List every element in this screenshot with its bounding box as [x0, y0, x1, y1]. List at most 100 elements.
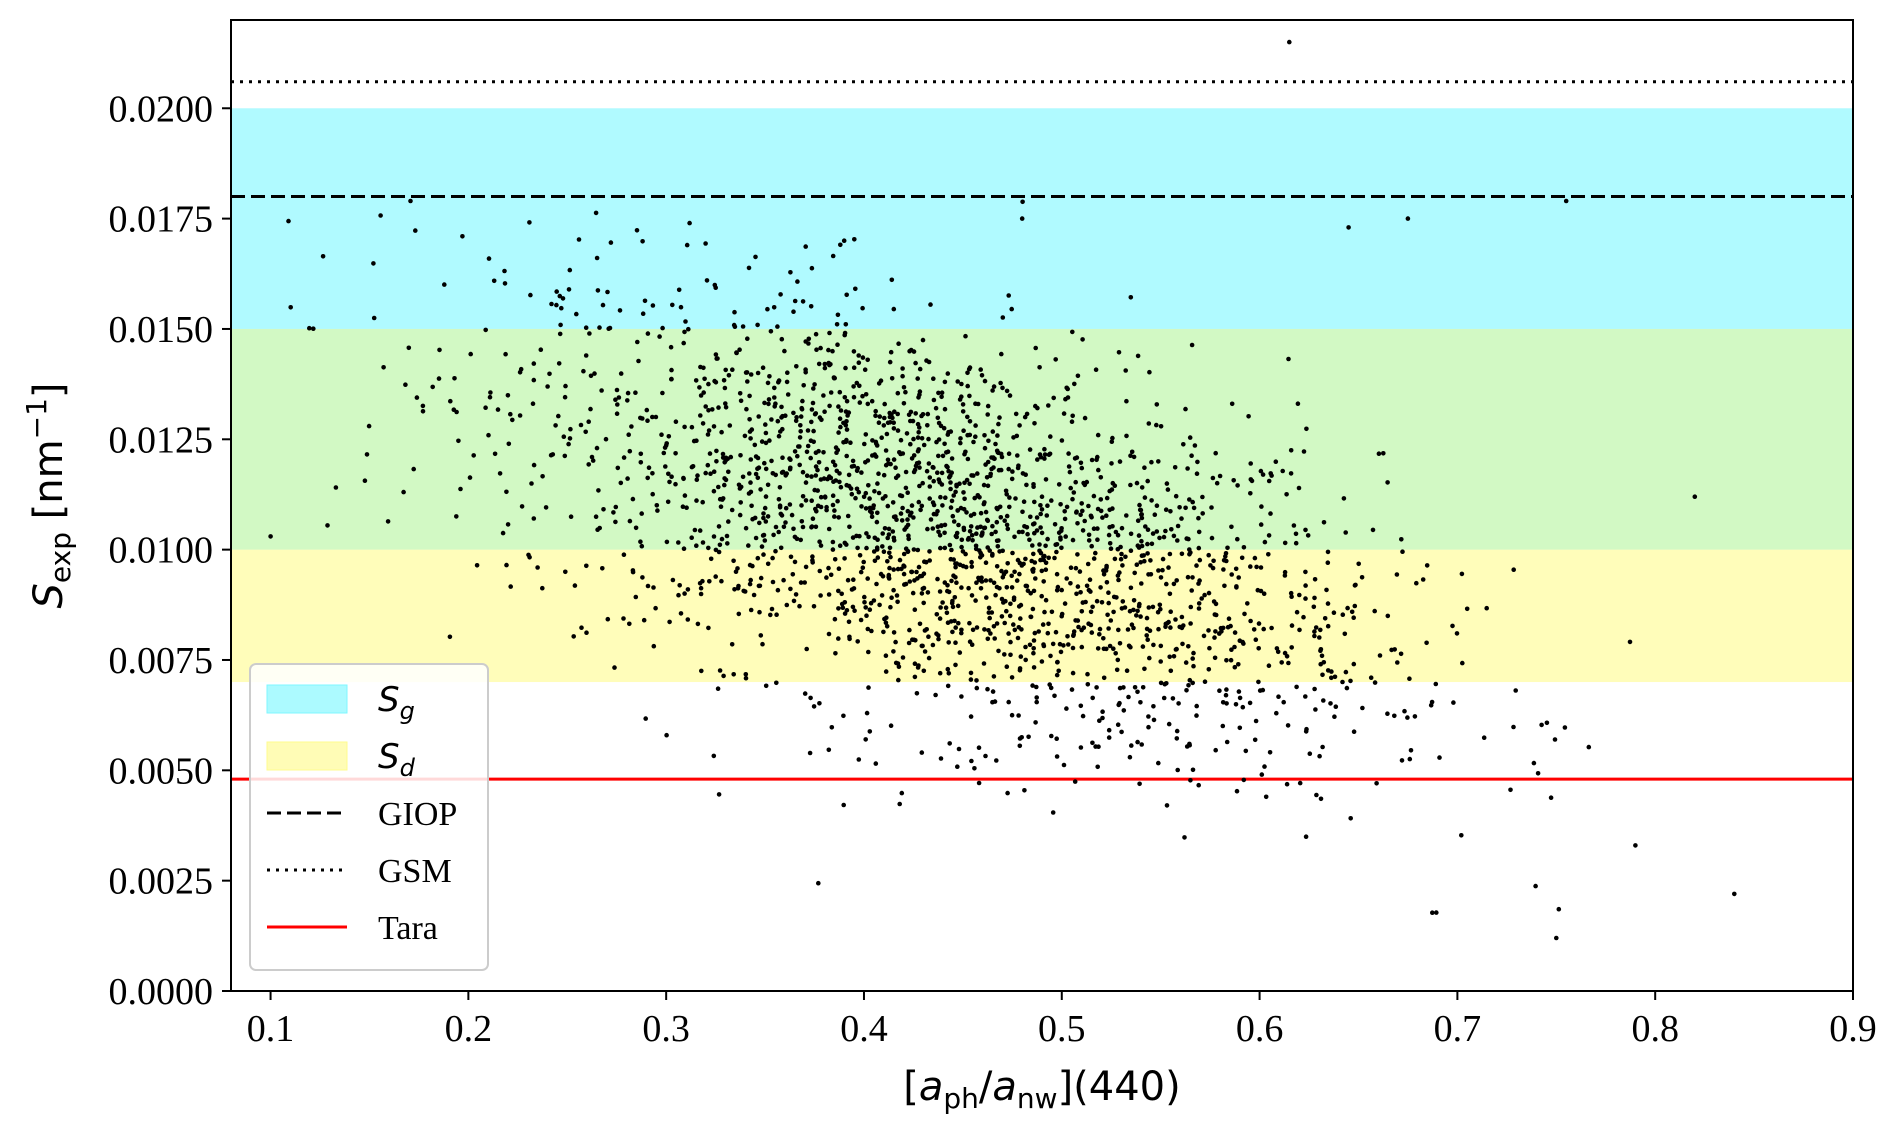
scatter-point	[1234, 585, 1239, 590]
scatter-point	[898, 451, 903, 457]
scatter-point	[867, 607, 873, 612]
scatter-point	[1106, 590, 1111, 595]
scatter-point	[1062, 509, 1067, 514]
scatter-point	[1318, 796, 1324, 802]
scatter-point	[917, 366, 923, 372]
scatter-point	[1237, 638, 1243, 643]
scatter-point	[1139, 515, 1145, 521]
scatter-point	[1351, 661, 1357, 667]
scatter-point	[1156, 459, 1161, 464]
scatter-point	[1274, 646, 1280, 651]
scatter-point	[910, 418, 916, 424]
scatter-point	[976, 745, 982, 750]
scatter-point	[809, 524, 815, 529]
scatter-point	[762, 505, 768, 511]
scatter-point	[755, 370, 761, 376]
scatter-point	[1042, 456, 1047, 461]
scatter-point	[792, 559, 798, 565]
scatter-point	[1034, 528, 1040, 533]
scatter-point	[1318, 648, 1323, 654]
scatter-point	[589, 454, 595, 460]
scatter-point	[900, 366, 905, 371]
scatter-point	[1032, 421, 1037, 426]
scatter-point	[1055, 659, 1060, 665]
scatter-point	[364, 452, 370, 457]
scatter-point	[557, 293, 563, 299]
scatter-point	[855, 545, 860, 551]
scatter-point	[949, 456, 955, 461]
scatter-point	[1255, 587, 1261, 593]
scatter-point	[783, 413, 788, 419]
scatter-point	[633, 390, 638, 396]
scatter-point	[1090, 695, 1095, 701]
scatter-point	[561, 434, 567, 440]
scatter-point	[1025, 531, 1030, 537]
scatter-point	[1256, 646, 1261, 651]
scatter-point	[772, 404, 777, 409]
scatter-point	[738, 453, 743, 458]
scatter-point	[1282, 573, 1288, 578]
scatter-point	[973, 434, 978, 440]
scatter-point	[1392, 647, 1397, 652]
scatter-point	[1424, 563, 1430, 568]
scatter-point	[955, 508, 960, 513]
scatter-point	[960, 563, 966, 569]
scatter-point	[933, 405, 939, 411]
scatter-point	[664, 539, 670, 545]
scatter-point	[901, 401, 907, 406]
scatter-point	[743, 525, 749, 531]
scatter-point	[1095, 432, 1101, 438]
scatter-point	[903, 485, 909, 491]
scatter-point	[746, 543, 751, 548]
scatter-point	[720, 455, 726, 460]
scatter-point	[681, 476, 686, 482]
scatter-point	[866, 483, 871, 488]
scatter-point	[984, 475, 990, 480]
scatter-point	[1325, 549, 1331, 555]
scatter-point	[1161, 695, 1167, 701]
scatter-point	[683, 319, 688, 324]
scatter-point	[583, 429, 588, 435]
scatter-point	[942, 522, 948, 528]
scatter-point	[857, 383, 862, 389]
scatter-point	[639, 511, 644, 516]
scatter-point	[1332, 674, 1338, 680]
scatter-point	[1226, 616, 1232, 621]
scatter-point	[938, 756, 944, 761]
scatter-point	[830, 539, 836, 545]
scatter-point	[307, 325, 312, 331]
scatter-point	[968, 524, 974, 529]
scatter-point	[1145, 541, 1150, 547]
scatter-point	[1245, 601, 1250, 606]
scatter-point	[503, 351, 508, 357]
scatter-point	[716, 405, 721, 410]
scatter-point	[698, 591, 704, 597]
scatter-point	[780, 426, 785, 432]
scatter-point	[797, 462, 802, 468]
scatter-point	[560, 296, 566, 301]
scatter-point	[953, 489, 958, 495]
scatter-point	[706, 428, 712, 433]
scatter-point	[835, 312, 841, 318]
scatter-point	[1117, 459, 1123, 464]
scatter-point	[830, 547, 836, 552]
scatter-point	[794, 415, 799, 420]
scatter-point	[930, 464, 936, 470]
scatter-point	[1164, 481, 1170, 486]
scatter-point	[1385, 711, 1390, 716]
scatter-point	[605, 289, 610, 295]
scatter-point	[1038, 550, 1044, 556]
scatter-point	[973, 423, 978, 428]
scatter-point	[1166, 721, 1172, 727]
scatter-point	[970, 538, 975, 543]
scatter-point	[1007, 504, 1012, 510]
scatter-point	[776, 433, 782, 439]
scatter-point	[912, 607, 918, 612]
scatter-point	[919, 643, 925, 649]
scatter-point	[915, 576, 920, 581]
scatter-point	[905, 517, 910, 522]
scatter-point	[974, 531, 979, 536]
scatter-point	[843, 423, 849, 428]
scatter-point	[983, 753, 988, 759]
scatter-point	[1232, 644, 1237, 650]
